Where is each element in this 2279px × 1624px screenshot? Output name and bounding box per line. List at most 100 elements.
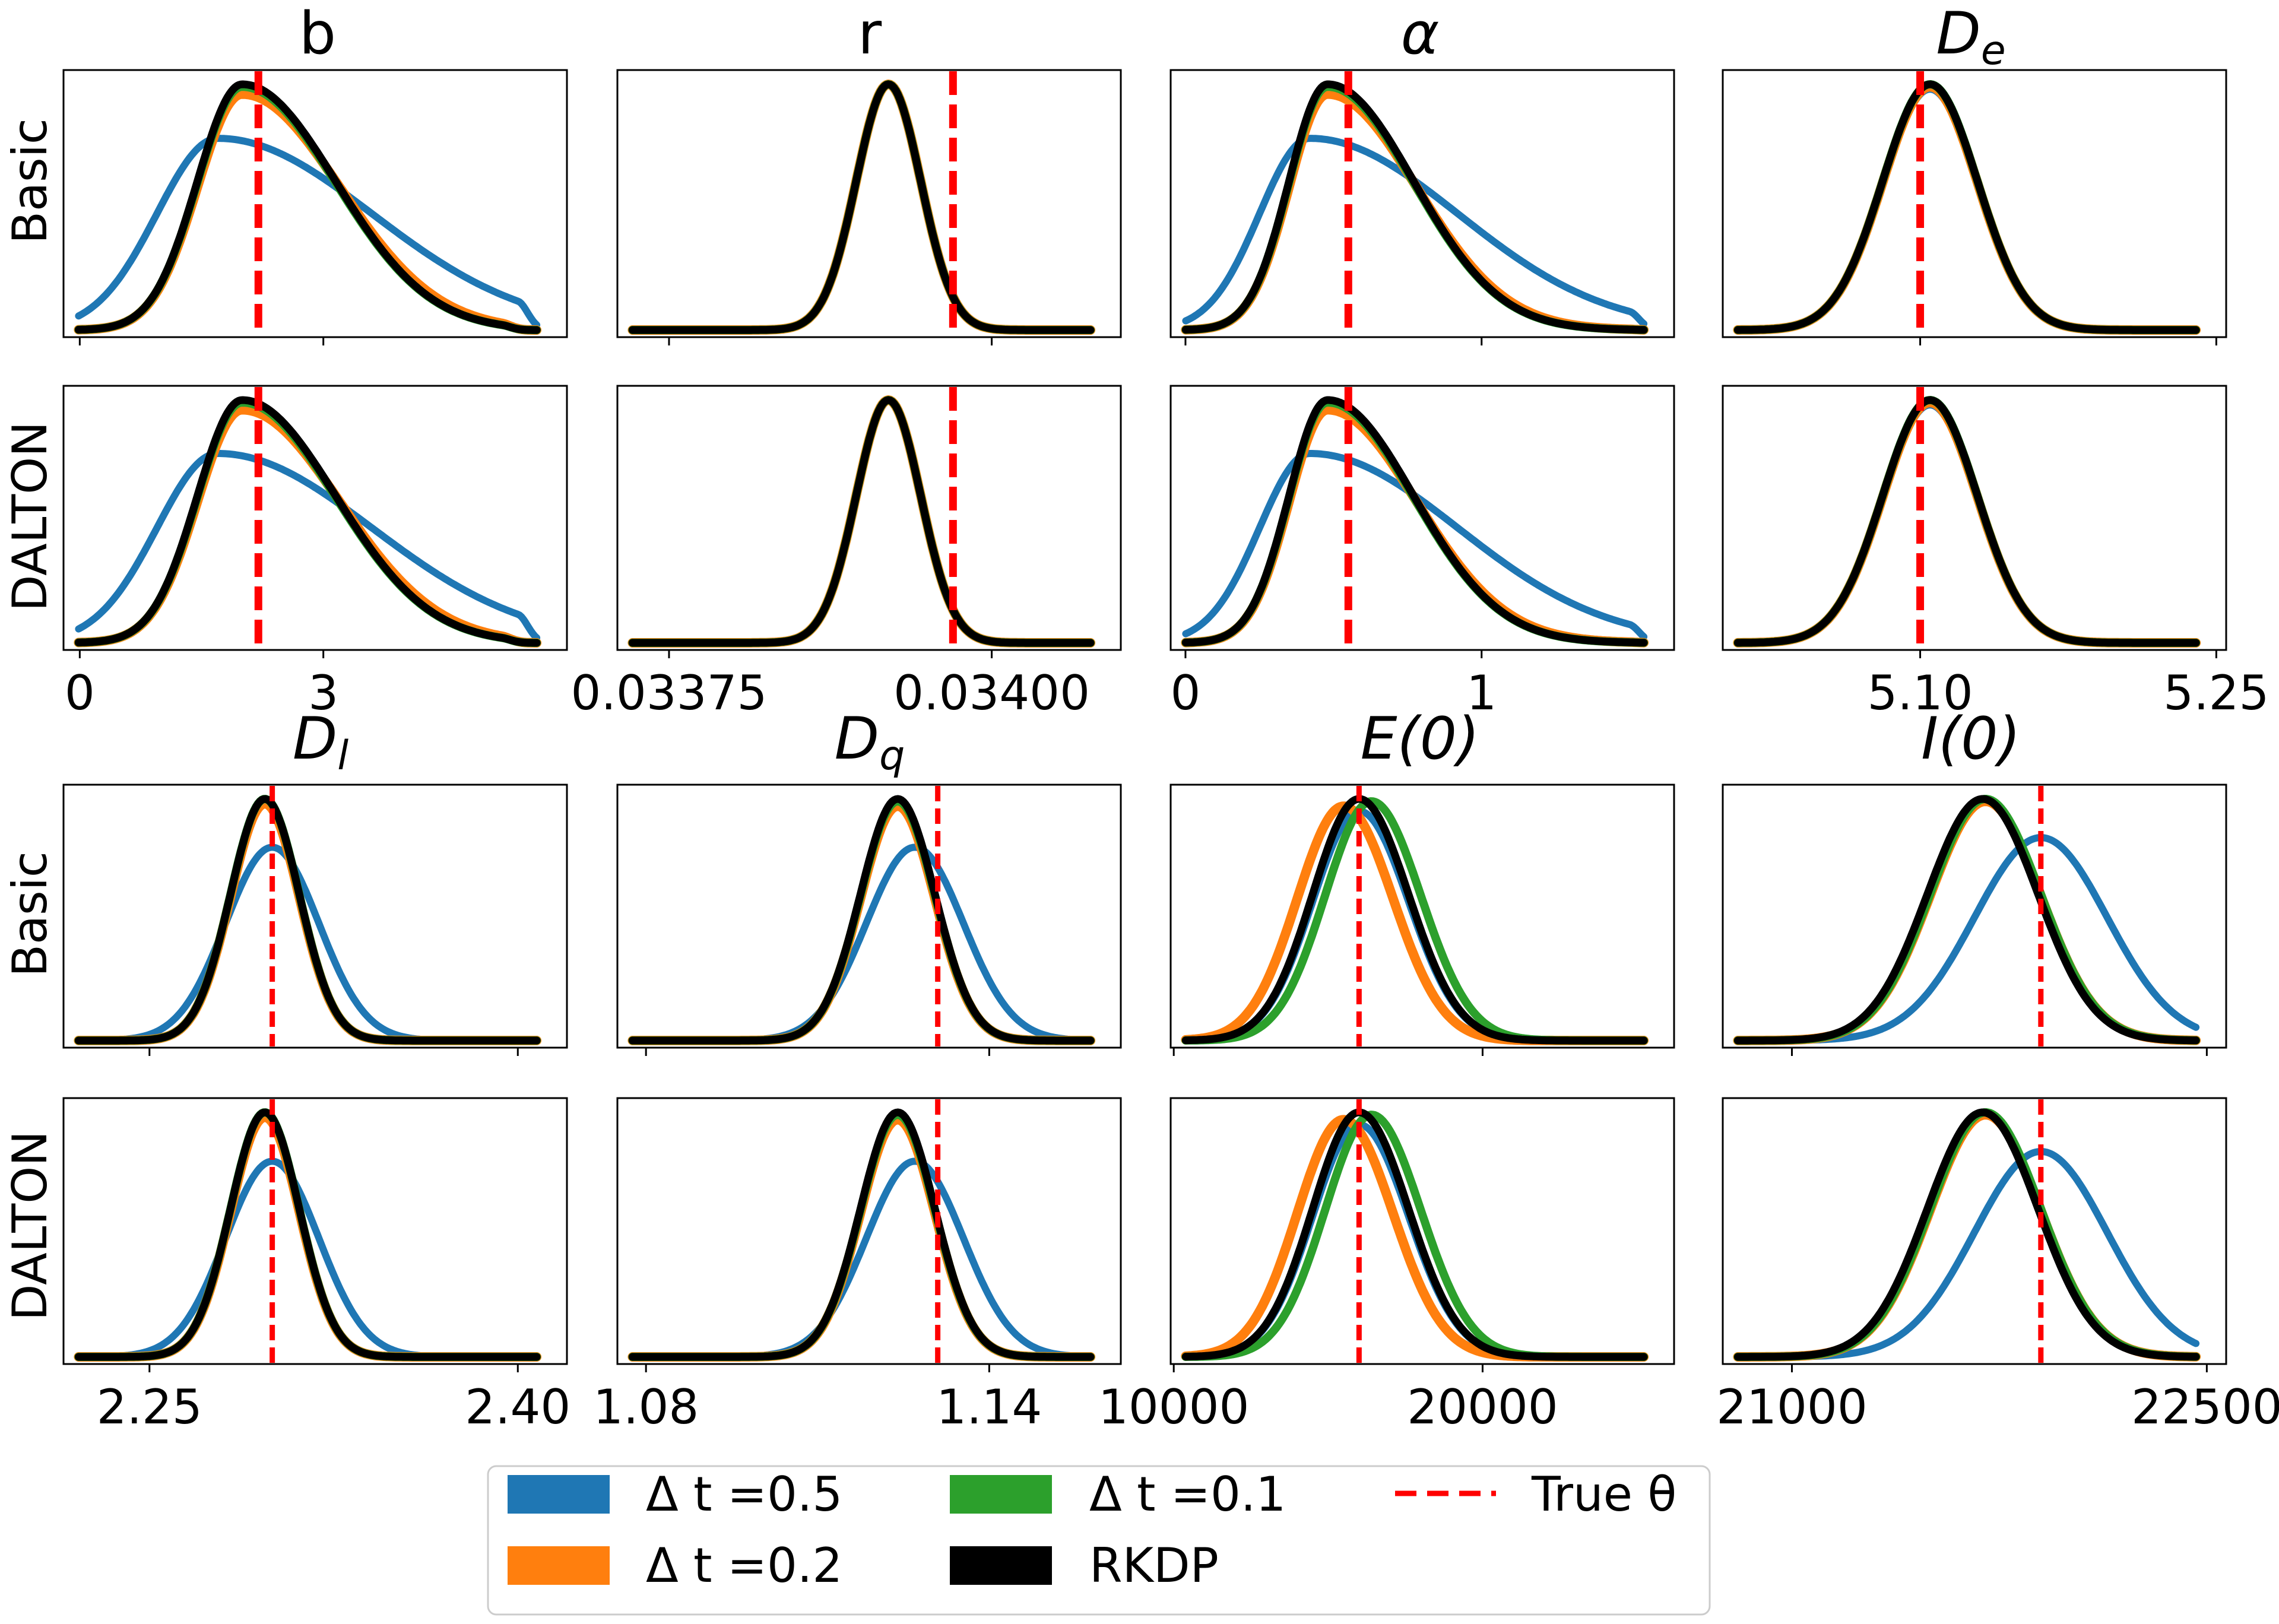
density-dt02-r-dalton — [627, 395, 1096, 648]
x-tick-label-alpha-1: 1 — [1466, 665, 1497, 721]
row-label-dalton-top: DALTON — [2, 421, 58, 611]
density-dt05-I0-dalton — [1734, 1147, 2200, 1360]
density-rkdp-De-basic — [1733, 80, 2200, 334]
density-dt01-r-basic — [628, 80, 1095, 334]
subplot-Dq-dalton: 1.08 1.14 — [593, 1097, 1122, 1435]
title-alpha: α — [1401, 0, 1440, 68]
x-tick-label-Dl-1: 2.40 — [465, 1379, 570, 1435]
title-r: r — [858, 0, 882, 68]
subplot-E0-dalton: 10000 20000 — [1098, 1097, 1675, 1435]
density-rkdp-Dl-dalton — [74, 1108, 541, 1361]
x-tick-label-E0-0: 10000 — [1098, 1379, 1250, 1435]
axes-frame-b-dalton — [62, 385, 568, 651]
density-rkdp-r-basic — [628, 80, 1095, 334]
legend-swatch-dt05 — [508, 1475, 610, 1514]
legend-label-dt05: Δ t =0.5 — [646, 1467, 842, 1522]
density-dt02-I0-basic — [1733, 797, 2201, 1045]
density-dt01-b-dalton — [74, 398, 541, 647]
x-tick-label-E0-1: 20000 — [1407, 1379, 1558, 1435]
density-rkdp-I0-dalton — [1733, 1108, 2200, 1361]
density-dt01-I0-dalton — [1733, 1108, 2201, 1361]
density-rkdp-r-dalton — [628, 396, 1095, 647]
title-I0: I(0) — [1921, 705, 2021, 773]
density-dt02-r-basic — [627, 80, 1096, 335]
x-tick-label-b-1: 3 — [308, 665, 338, 721]
legend-box — [487, 1465, 1711, 1616]
subplot-De-dalton: 5.10 5.25 — [1722, 385, 2269, 721]
density-dt01-b-basic — [74, 83, 541, 334]
subplot-r-dalton: 0.03375 0.03400 — [571, 385, 1122, 721]
subplot-E0-basic — [1169, 784, 1675, 1056]
density-dt05-De-basic — [1734, 85, 2200, 334]
subplot-alpha-basic — [1169, 69, 1675, 345]
x-tick-label-De-1: 5.25 — [2163, 665, 2269, 721]
legend-label-dt02: Δ t =0.2 — [646, 1538, 842, 1593]
density-dt01-De-dalton — [1733, 396, 2201, 647]
density-dt05-r-dalton — [629, 397, 1095, 646]
axes-frame-Dl-basic — [62, 784, 568, 1049]
x-tick-label-De-0: 5.10 — [1867, 665, 1973, 721]
x-tick-label-alpha-0: 0 — [1170, 665, 1200, 721]
legend-label-rkdp: RKDP — [1089, 1538, 1219, 1593]
legend-label-true: True θ — [1531, 1467, 1676, 1522]
density-dt01-Dq-basic — [628, 797, 1095, 1045]
axes-frame-Dq-basic — [616, 784, 1122, 1049]
title-E0: E(0) — [1361, 705, 1480, 773]
legend-swatch-dt02 — [508, 1546, 610, 1585]
density-dt02-Dq-dalton — [627, 1115, 1096, 1362]
density-rkdp-De-dalton — [1733, 396, 2200, 647]
x-tick-label-I0-1: 22500 — [2131, 1379, 2279, 1435]
axes-frame-b-basic — [62, 69, 568, 338]
density-dt05-De-dalton — [1734, 401, 2200, 646]
axes-frame-alpha-dalton — [1169, 385, 1675, 651]
axes-frame-alpha-basic — [1169, 69, 1675, 338]
x-tick-label-b-0: 0 — [65, 665, 95, 721]
density-dt05-b-dalton — [75, 450, 541, 642]
axes-frame-I0-basic — [1722, 784, 2227, 1049]
density-rkdp-I0-basic — [1733, 795, 2200, 1045]
legend: Δ t =0.5 Δ t =0.1 True θ Δ t =0.2 RKDP — [487, 1465, 1711, 1616]
x-tick-label-r-0: 0.03375 — [571, 665, 768, 721]
density-dt05-r-basic — [629, 81, 1095, 334]
row-label-basic-top: Basic — [2, 118, 58, 244]
density-rkdp-Dq-dalton — [628, 1108, 1095, 1361]
title-De: De — [1936, 0, 2005, 74]
subplot-I0-basic — [1722, 784, 2227, 1056]
axes-frame-E0-basic — [1169, 784, 1675, 1049]
density-rkdp-alpha-basic — [1181, 80, 1648, 334]
subplot-r-basic — [616, 69, 1122, 345]
subplot-Dq-basic — [616, 784, 1122, 1056]
legend-swatch-dt01 — [950, 1475, 1052, 1514]
density-rkdp-Dl-basic — [74, 795, 541, 1045]
density-dt02-De-basic — [1733, 82, 2201, 335]
x-tick-label-r-1: 0.03400 — [893, 665, 1090, 721]
density-dt01-r-dalton — [628, 396, 1095, 647]
density-rkdp-b-basic — [74, 80, 541, 334]
x-tick-label-Dq-0: 1.08 — [593, 1379, 699, 1435]
subplot-I0-dalton: 21000 22500 — [1716, 1097, 2279, 1435]
subplot-b-basic — [62, 69, 568, 345]
x-tick-label-Dq-1: 1.14 — [936, 1379, 1042, 1435]
subplot-Dl-basic — [62, 784, 568, 1056]
density-rkdp-E0-dalton — [1181, 1108, 1648, 1361]
axes-frame-r-basic — [616, 69, 1122, 338]
density-dt05-b-basic — [75, 135, 541, 329]
row-label-basic-bottom: Basic — [2, 851, 58, 977]
density-dt02-b-dalton — [74, 405, 542, 648]
row-label-dalton-bottom: DALTON — [2, 1131, 58, 1321]
density-dt01-Dq-dalton — [628, 1111, 1095, 1361]
subplot-Dl-dalton: 2.25 2.40 — [62, 1097, 570, 1435]
density-dt02-Dq-basic — [627, 801, 1096, 1045]
subplots-group: 0 3 0.03375 0.03400 0 1 5.10 5.252.25 2.40 1.08 1.… — [62, 69, 2279, 1435]
legend-swatch-rkdp — [950, 1546, 1052, 1585]
density-dt05-I0-basic — [1734, 834, 2200, 1044]
x-tick-label-I0-0: 21000 — [1716, 1379, 1868, 1435]
density-rkdp-E0-basic — [1181, 795, 1648, 1045]
subplot-De-basic — [1722, 69, 2227, 345]
axes-frame-E0-dalton — [1169, 1097, 1675, 1365]
density-dt02-De-dalton — [1733, 398, 2201, 648]
axes-frame-r-dalton — [616, 385, 1122, 651]
density-dt02-b-basic — [74, 89, 542, 335]
